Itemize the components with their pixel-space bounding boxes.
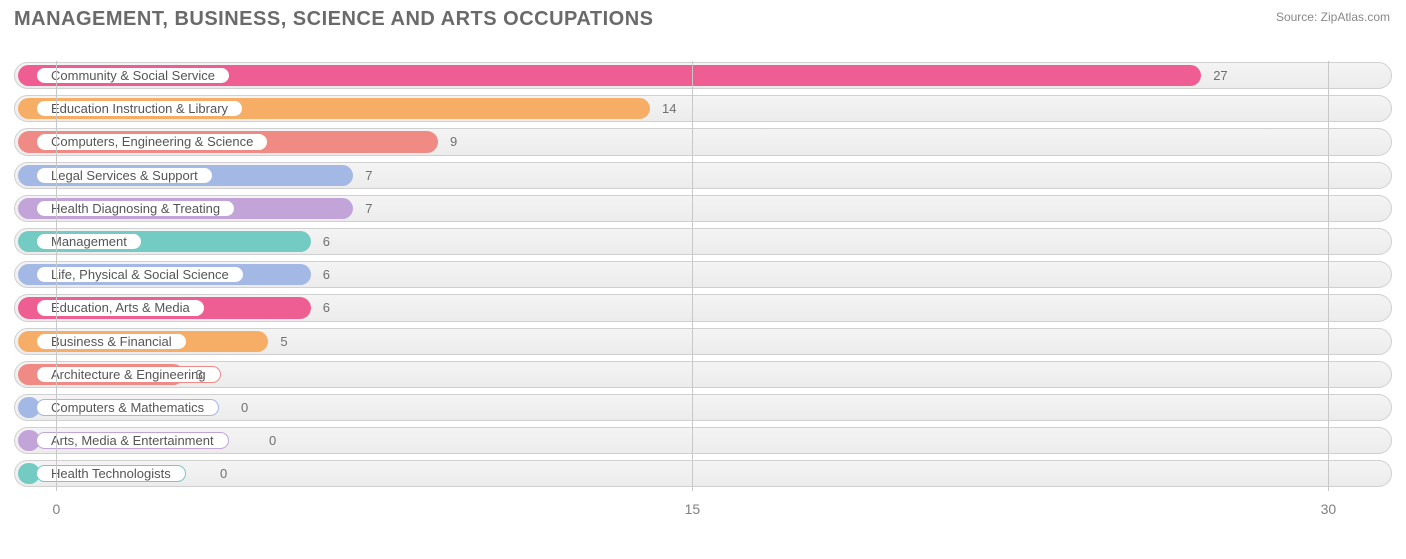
bar-row: Business & Financial 5 xyxy=(14,325,1392,358)
bar-track xyxy=(14,361,1392,388)
bar-row: Health Diagnosing & Treating 7 xyxy=(14,192,1392,225)
grid-line xyxy=(56,61,57,491)
bar-row: Education, Arts & Media 6 xyxy=(14,291,1392,324)
bar-label: Education, Arts & Media xyxy=(36,299,205,316)
bar-row: Life, Physical & Social Science 6 xyxy=(14,258,1392,291)
bar-value: 6 xyxy=(315,291,330,324)
bar-value: 0 xyxy=(261,424,276,457)
bar-value: 14 xyxy=(654,92,676,125)
bar-value: 0 xyxy=(212,457,227,490)
bar-label: Arts, Media & Entertainment xyxy=(36,432,229,449)
chart: Community & Social Service27Education In… xyxy=(12,41,1394,521)
bar-value: 6 xyxy=(315,225,330,258)
bar-row: Legal Services & Support 7 xyxy=(14,159,1392,192)
bar-row: Architecture & Engineering3 xyxy=(14,358,1392,391)
bar-label: Life, Physical & Social Science xyxy=(36,266,244,283)
x-axis: 0 15 30 xyxy=(14,497,1392,521)
x-tick: 0 xyxy=(52,501,60,517)
bar-row: Computers & Mathematics 0 xyxy=(14,391,1392,424)
bar-label: Legal Services & Support xyxy=(36,167,213,184)
bar-track xyxy=(14,394,1392,421)
chart-title: MANAGEMENT, BUSINESS, SCIENCE AND ARTS O… xyxy=(14,8,653,31)
bars-container: Community & Social Service27Education In… xyxy=(14,59,1392,491)
x-tick: 30 xyxy=(1321,501,1337,517)
bar-label: Education Instruction & Library xyxy=(36,100,243,117)
bar-label: Management xyxy=(36,233,142,250)
bar-row: Management 6 xyxy=(14,225,1392,258)
bar-label: Computers & Mathematics xyxy=(36,399,219,416)
bar-value: 6 xyxy=(315,258,330,291)
grid-line xyxy=(1328,61,1329,491)
x-tick: 15 xyxy=(685,501,701,517)
bar-label: Community & Social Service xyxy=(36,67,230,84)
bar-value: 7 xyxy=(357,192,372,225)
bar-value: 27 xyxy=(1205,59,1227,92)
bar-value: 3 xyxy=(188,358,203,391)
bar-value: 0 xyxy=(233,391,248,424)
bar-label: Health Technologists xyxy=(36,465,186,482)
grid-line xyxy=(692,61,693,491)
bar-row: Computers, Engineering & Science 9 xyxy=(14,125,1392,158)
bar-row: Community & Social Service 27 xyxy=(14,59,1392,92)
bar-label: Computers, Engineering & Science xyxy=(36,133,268,150)
bar-value: 7 xyxy=(357,159,372,192)
bar-value: 5 xyxy=(272,325,287,358)
chart-header: MANAGEMENT, BUSINESS, SCIENCE AND ARTS O… xyxy=(0,0,1406,35)
plot-area: Community & Social Service27Education In… xyxy=(14,41,1392,521)
bar-label: Health Diagnosing & Treating xyxy=(36,200,235,217)
bar-value: 9 xyxy=(442,125,457,158)
bar-row: Health Technologists 0 xyxy=(14,457,1392,490)
bar-row: Arts, Media & Entertainment 0 xyxy=(14,424,1392,457)
bar-row: Education Instruction & Library 14 xyxy=(14,92,1392,125)
chart-source: Source: ZipAtlas.com xyxy=(1276,8,1390,24)
bar-label: Business & Financial xyxy=(36,333,187,350)
